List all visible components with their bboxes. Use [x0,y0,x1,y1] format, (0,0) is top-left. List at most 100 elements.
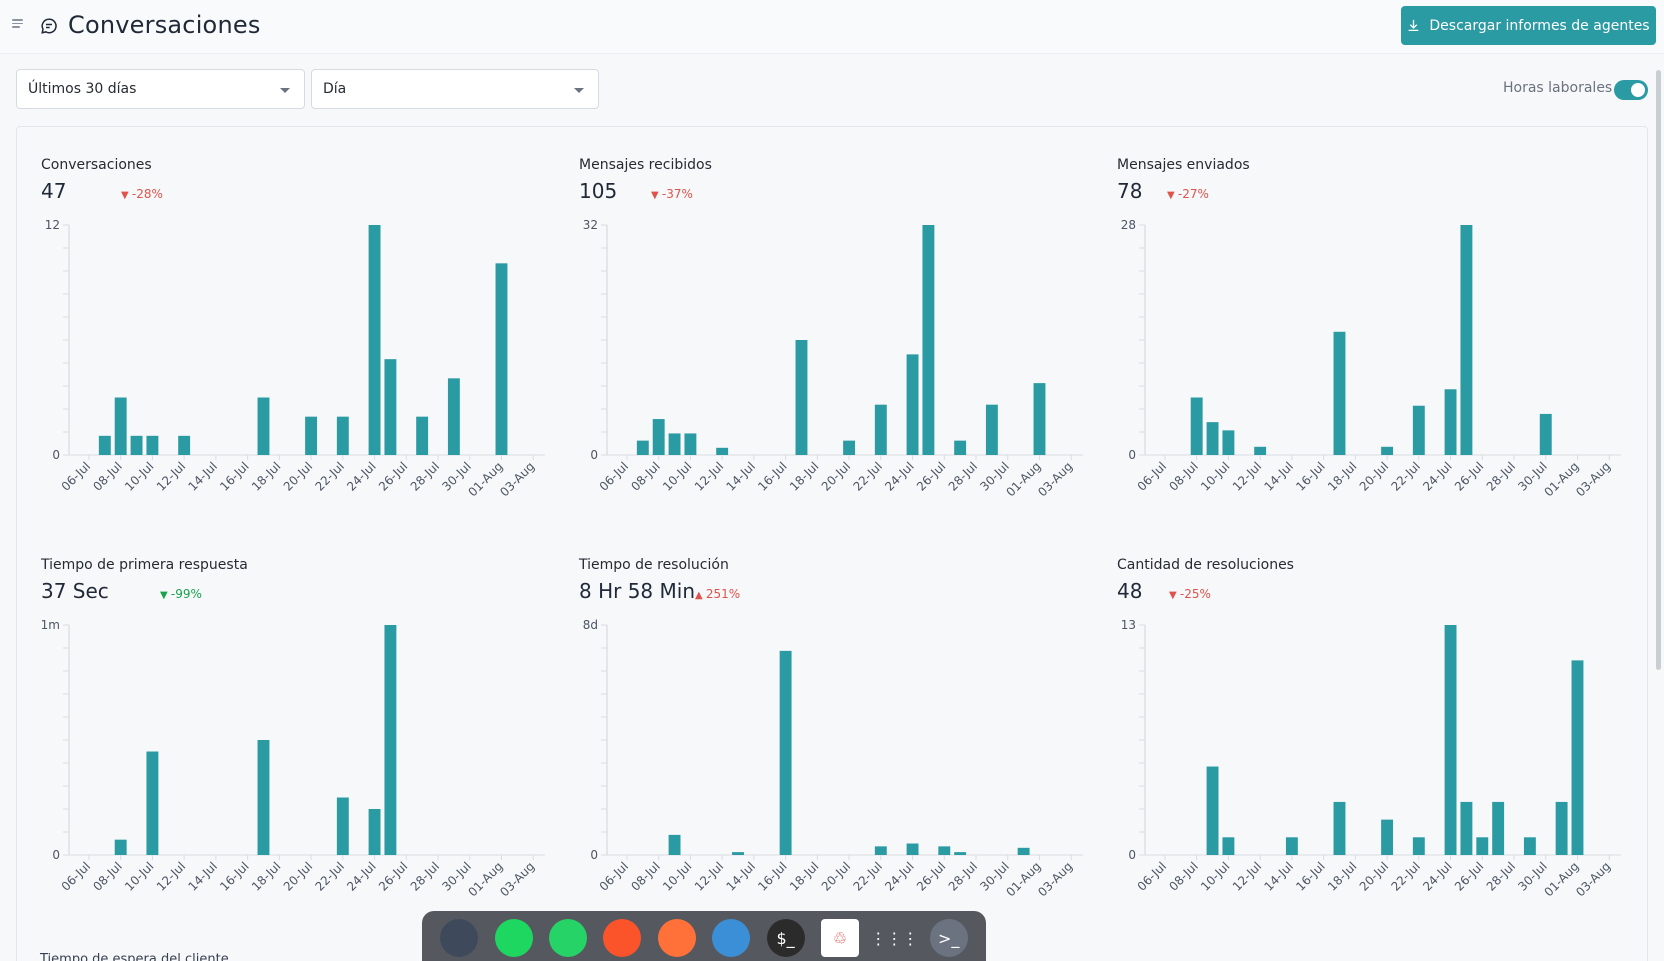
chart-bar[interactable] [336,416,349,455]
shell-icon[interactable]: >_ [929,919,968,957]
x-tick-label: 22-Jul [1388,859,1422,893]
chart-bar[interactable] [985,404,998,455]
chart-bar[interactable] [1412,405,1425,455]
app-grid-icon[interactable]: ⋮⋮⋮ [870,928,919,948]
recycle-icon[interactable]: ♲ [820,919,859,957]
chart-bar[interactable] [1333,801,1346,855]
brave-icon[interactable] [603,919,642,957]
metric-value: 8 Hr 58 Min [579,579,695,603]
trend-value: -25% [1179,587,1211,601]
x-tick-label: 20-Jul [281,459,315,493]
metric-title: Cantidad de resoluciones [1117,557,1294,573]
business-hours-toggle[interactable] [1614,80,1648,100]
chart-bar[interactable] [257,740,270,855]
chart-bar[interactable] [795,340,808,455]
x-tick-label: 06-Jul [59,859,93,893]
x-tick-label: 03-Aug [497,859,537,899]
business-hours-label: Horas laborales [1503,80,1613,96]
chart-bar[interactable] [1444,625,1457,855]
chart-bar[interactable] [368,225,381,455]
chart-bar[interactable] [1523,837,1536,855]
whatsapp-icon[interactable] [548,919,587,957]
terminal-icon[interactable]: $_ [766,919,805,957]
chart-bar[interactable] [716,447,729,455]
chart-bar[interactable] [874,404,887,455]
chart-bar[interactable] [922,225,935,455]
download-agent-reports-button[interactable]: Descargar informes de agentes [1401,6,1656,45]
chart-bar[interactable] [1033,383,1046,455]
x-tick-label: 06-Jul [1135,859,1169,893]
chart-bar[interactable] [906,354,919,455]
chart-bar[interactable] [1190,397,1203,456]
x-tick-label: 26-Jul [1452,859,1486,893]
chart-bar[interactable] [146,435,159,455]
chart-bar[interactable] [1254,446,1267,455]
spotify-icon[interactable] [494,919,533,957]
chart-bar[interactable] [779,650,792,855]
chart-bar[interactable] [447,378,460,455]
chart-bar[interactable] [1222,837,1235,855]
chart-bar[interactable] [1206,422,1219,455]
chart-bar[interactable] [874,846,887,855]
chart-bar[interactable] [1571,660,1584,855]
chart-bar[interactable] [368,809,381,855]
chart-bar[interactable] [1460,801,1473,855]
trend-indicator: ▼ -25% [1169,587,1211,601]
x-tick-label: 26-Jul [914,459,948,493]
chart-bar[interactable] [684,433,697,455]
chart-bar[interactable] [906,843,919,856]
chart-bar[interactable] [1285,837,1298,855]
chart-bar[interactable] [98,435,111,455]
chart-bar[interactable] [178,435,191,455]
chart-bar[interactable] [732,852,744,855]
chart-bar[interactable] [652,419,665,455]
chart-bar[interactable] [1206,766,1219,855]
x-tick-label: 14-Jul [724,859,758,893]
x-tick-label: 03-Aug [1573,859,1613,899]
x-tick-label: 06-Jul [597,859,631,893]
chart-bar[interactable] [1444,389,1457,455]
chart-bar[interactable] [1381,446,1394,455]
chart-bar[interactable] [495,263,508,455]
scrollbar[interactable] [1656,70,1661,670]
trend-indicator: ▼ -28% [121,187,163,201]
x-tick-label: 14-Jul [1262,859,1296,893]
files-icon[interactable] [440,919,479,957]
chart-bar[interactable] [146,751,159,856]
chart-bar[interactable] [1539,413,1552,455]
chart-bar[interactable] [843,440,856,455]
chart-bar[interactable] [668,834,681,855]
chart-bar[interactable] [1476,837,1489,855]
chart-bar[interactable] [130,435,143,455]
x-tick-label: 08-Jul [628,859,662,893]
date-range-select[interactable]: Últimos 30 días [16,69,305,109]
chart-bar[interactable] [938,846,951,855]
chart-bar[interactable] [114,397,127,456]
chart-bar[interactable] [1412,837,1425,855]
chart-bar[interactable] [954,852,967,855]
chart-bar[interactable] [305,416,318,455]
chart-bar[interactable] [336,797,349,856]
chart-bar[interactable] [416,416,429,455]
chart-bar[interactable] [1017,847,1030,855]
chart-bar[interactable] [257,397,270,456]
quotes-icon[interactable] [712,919,751,957]
chart-bar[interactable] [384,625,397,855]
chart-bar[interactable] [1460,225,1473,455]
chart-bar[interactable] [384,359,397,455]
chart-bar[interactable] [1492,801,1505,855]
chart-bar[interactable] [114,839,127,855]
chart-bar[interactable] [636,440,649,455]
chart-bar[interactable] [1222,430,1235,455]
hamburger-menu-icon[interactable] [12,17,26,31]
firefox-icon[interactable] [657,919,696,957]
x-tick-label: 14-Jul [186,859,220,893]
chart-bar[interactable] [1381,819,1394,855]
y-tick-label: 0 [590,848,598,862]
chart-bar[interactable] [668,433,681,455]
chart-bar[interactable] [1333,331,1346,455]
grouping-select[interactable]: Día [311,69,599,109]
chart-bar[interactable] [954,440,967,455]
chart-bar[interactable] [1555,801,1568,855]
y-tick-label: 13 [1121,618,1136,632]
